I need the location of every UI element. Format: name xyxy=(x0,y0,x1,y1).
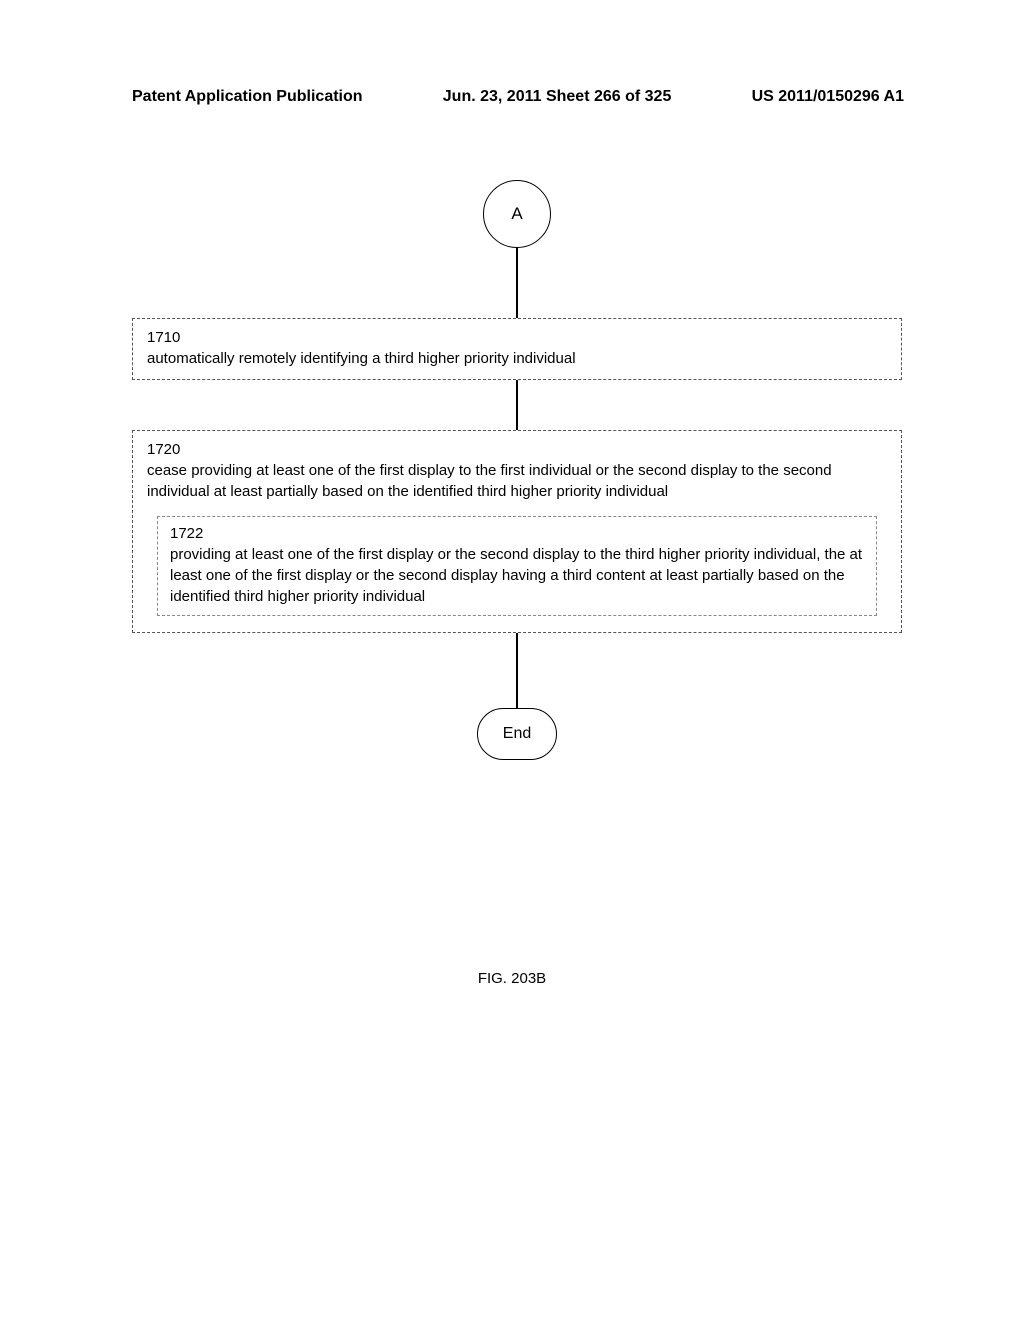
flowchart-container: A 1710 automatically remotely identifyin… xyxy=(132,180,902,760)
box-1710-number: 1710 xyxy=(147,329,887,346)
end-terminal-label: End xyxy=(503,725,531,743)
connector-2 xyxy=(516,380,518,430)
header-right-text: US 2011/0150296 A1 xyxy=(752,88,904,106)
header-center-text: Jun. 23, 2011 Sheet 266 of 325 xyxy=(443,88,672,106)
figure-caption: FIG. 203B xyxy=(0,970,1024,987)
page-header: Patent Application Publication Jun. 23, … xyxy=(0,88,1024,106)
connector-3 xyxy=(516,633,518,708)
flowchart-box-1722: 1722 providing at least one of the first… xyxy=(157,516,877,616)
start-terminal: A xyxy=(483,180,551,248)
box-1720-text: cease providing at least one of the firs… xyxy=(147,460,887,502)
flowchart-box-1710: 1710 automatically remotely identifying … xyxy=(132,318,902,380)
box-1722-number: 1722 xyxy=(170,525,864,542)
box-1720-number: 1720 xyxy=(147,441,887,458)
box-1710-text: automatically remotely identifying a thi… xyxy=(147,348,887,369)
start-terminal-label: A xyxy=(511,204,522,224)
flowchart-box-1720: 1720 cease providing at least one of the… xyxy=(132,430,902,633)
header-left-text: Patent Application Publication xyxy=(132,88,363,106)
end-terminal: End xyxy=(477,708,557,760)
connector-1 xyxy=(516,248,518,318)
box-1722-text: providing at least one of the first disp… xyxy=(170,544,864,607)
